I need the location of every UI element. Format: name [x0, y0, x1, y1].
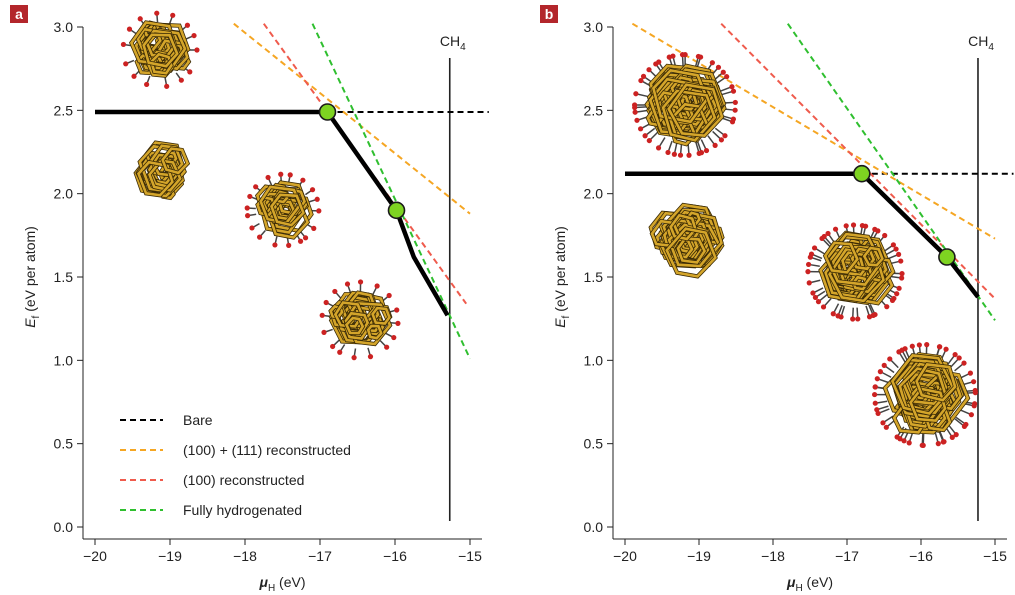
y-axis-title-group: Ef (eV per atom) — [552, 226, 572, 328]
x-tick-label: −19 — [158, 548, 182, 564]
cluster-illustrations — [120, 10, 978, 448]
x-tick-label: −20 — [83, 548, 107, 564]
legend-label: (100) reconstructed — [183, 472, 304, 488]
x-tick-label: −17 — [308, 548, 332, 564]
ch4-label: CH4 — [440, 33, 466, 53]
x-tick-label: −18 — [233, 548, 257, 564]
y-tick-label: 2.5 — [54, 102, 74, 118]
cluster-icon-b4 — [872, 342, 978, 448]
legend: Bare (100) + (111) reconstructed (100) rec… — [120, 412, 351, 518]
panel-letter-box — [540, 5, 558, 23]
y-tick-label: 1.0 — [584, 352, 604, 368]
series-100-111-reconstructed — [631, 22, 996, 240]
transition-marker — [387, 201, 406, 220]
cluster-icon-a4 — [319, 279, 401, 361]
y-tick-label: 0.0 — [54, 519, 74, 535]
y-axis-title: Ef (eV per atom) — [22, 226, 42, 328]
cluster-icon-b2 — [648, 202, 725, 279]
panel-letter: b — [545, 6, 554, 22]
y-tick-label: 2.0 — [584, 186, 604, 202]
y-tick-label: 1.5 — [54, 269, 74, 285]
x-tick-label: −16 — [909, 548, 933, 564]
series-minimum-envelope — [625, 171, 980, 299]
series-100-111-reconstructed — [233, 22, 471, 215]
y-tick-label: 0.0 — [584, 519, 604, 535]
panel-b: b −20 −19 −18 −17 −16 −15 0.0 0.5 1.0 1.5 2.0 2.5 3.0… — [540, 5, 1014, 594]
y-tick-label: 3.0 — [54, 19, 74, 35]
y-tick-label: 1.0 — [54, 352, 74, 368]
y-axis-title-group: Ef (eV per atom) — [22, 226, 42, 328]
y-tick-label: 2.5 — [584, 102, 604, 118]
cluster-icon-b1 — [632, 52, 738, 158]
legend-label: (100) + (111) reconstructed — [183, 442, 351, 458]
y-axis-title: Ef (eV per atom) — [552, 226, 572, 328]
x-tick-label: −17 — [835, 548, 859, 564]
series-fully-hydrogenated — [311, 23, 471, 360]
x-tick-label: −19 — [687, 548, 711, 564]
x-tick-label: −16 — [383, 548, 407, 564]
x-tick-label: −20 — [613, 548, 637, 564]
y-tick-label: 0.5 — [54, 436, 74, 452]
panel-letter: a — [15, 6, 23, 22]
cluster-icon-b3 — [805, 222, 905, 322]
cluster-icon-a1 — [120, 10, 200, 89]
y-tick-label: 3.0 — [584, 19, 604, 35]
x-axis-title: μH (eV) — [786, 574, 833, 594]
y-tick-label: 0.5 — [584, 436, 604, 452]
x-tick-label: −15 — [983, 548, 1007, 564]
ch4-label: CH4 — [968, 33, 994, 53]
x-axis-title: μH (eV) — [258, 574, 305, 594]
y-tick-label: 2.0 — [54, 186, 74, 202]
legend-label: Fully hydrogenated — [183, 502, 302, 518]
cluster-icon-a3 — [244, 171, 322, 248]
panel-letter-box — [10, 5, 28, 23]
y-tick-label: 1.5 — [584, 269, 604, 285]
legend-label: Bare — [183, 412, 213, 428]
transition-marker — [938, 248, 956, 266]
transition-marker — [318, 103, 337, 121]
cluster-icon-a2 — [133, 140, 191, 201]
x-tick-label: −15 — [458, 548, 482, 564]
panel-a: a −20 −19 −18 −17 −16 −15 0.0 0.5 1.0 1.5 2.0 2.5 3.0… — [10, 5, 489, 594]
transition-marker — [852, 164, 871, 183]
x-tick-label: −18 — [761, 548, 785, 564]
